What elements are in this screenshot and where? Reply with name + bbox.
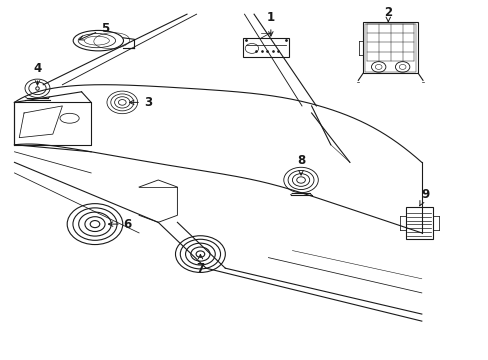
Text: 4: 4 (33, 62, 41, 85)
Text: 9: 9 (419, 188, 429, 206)
Text: 5: 5 (79, 22, 109, 40)
Text: 7: 7 (196, 255, 204, 275)
Bar (243, 38, 288, 57)
Text: 8: 8 (296, 154, 305, 175)
Text: 6: 6 (108, 217, 132, 231)
Bar (364, 23, 415, 72)
Bar (363, 22, 417, 73)
Text: 1: 1 (266, 11, 274, 36)
Bar (405, 207, 432, 239)
Text: 2: 2 (384, 6, 391, 22)
Text: 3: 3 (129, 96, 152, 109)
